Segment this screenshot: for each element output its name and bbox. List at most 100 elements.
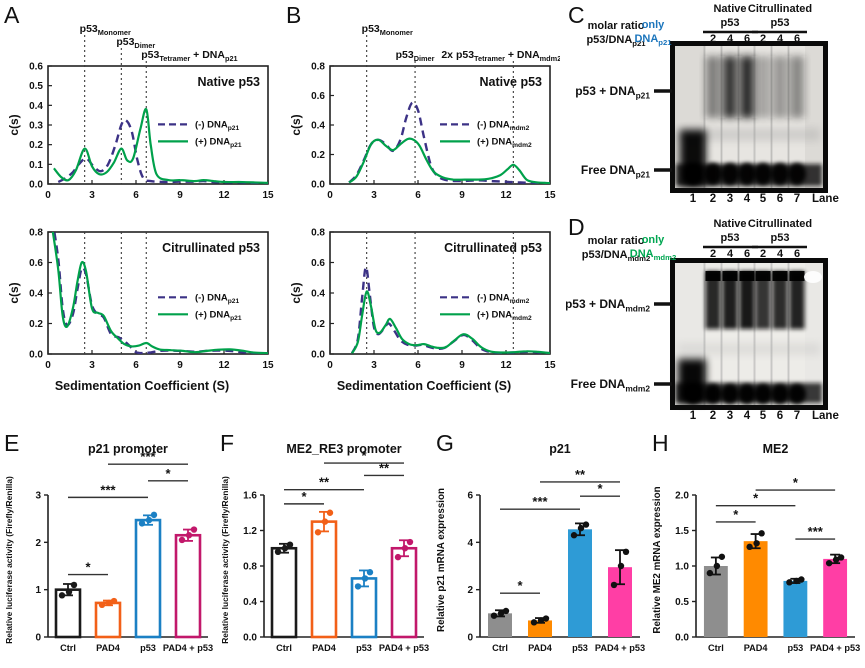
svg-text:0.6: 0.6: [29, 62, 43, 73]
svg-text:6: 6: [794, 33, 800, 45]
panel-label-E: E: [4, 430, 20, 456]
svg-text:4: 4: [777, 33, 784, 45]
svg-text:4: 4: [467, 538, 473, 549]
svg-text:PAD4: PAD4: [744, 643, 769, 653]
svg-text:Native: Native: [713, 3, 746, 15]
svg-text:Relative luciferase activity (: Relative luciferase activity (Firefly/Re…: [220, 476, 230, 644]
svg-text:6: 6: [794, 248, 800, 260]
svg-text:0.6: 0.6: [311, 91, 325, 102]
svg-text:0.2: 0.2: [311, 150, 325, 161]
svg-text:0.0: 0.0: [311, 180, 325, 191]
svg-text:p53: p53: [787, 643, 803, 653]
svg-text:***: ***: [100, 482, 116, 497]
svg-text:0.1: 0.1: [29, 160, 43, 171]
svg-text:*: *: [517, 578, 523, 593]
svg-text:ME2_RE3 promoter: ME2_RE3 promoter: [286, 442, 401, 456]
svg-text:only: only: [642, 234, 665, 246]
gel-emsa-mdm2: molar ratio p53/DNAmdm2 only DNAmdm2 Native p…: [565, 218, 839, 422]
svg-text:6: 6: [133, 190, 139, 201]
svg-text:0.5: 0.5: [29, 81, 43, 92]
panel-F: F ME2_RE3 promoter 0.0 0.4 0.8 1.2 1.6 Ctrl PAD…: [218, 430, 432, 665]
svg-text:3: 3: [727, 193, 733, 205]
svg-text:Ctrl: Ctrl: [276, 643, 292, 653]
svg-text:6: 6: [415, 360, 421, 371]
svg-text:4: 4: [744, 193, 751, 205]
svg-text:2: 2: [710, 33, 716, 45]
svg-text:0.8: 0.8: [311, 62, 325, 73]
svg-text:3: 3: [89, 360, 95, 371]
svg-text:12: 12: [218, 360, 230, 371]
svg-text:0.2: 0.2: [29, 140, 43, 151]
svg-text:12: 12: [500, 360, 512, 371]
svg-text:3: 3: [89, 190, 95, 201]
svg-text:Free DNAp21: Free DNAp21: [581, 163, 650, 179]
svg-text:Free DNAmdm2: Free DNAmdm2: [571, 377, 651, 393]
svg-text:(+) DNAp21: (+) DNAp21: [195, 309, 242, 322]
svg-text:p53: p53: [771, 232, 790, 244]
gel-emsa-p21: molar ratio p53/DNAp21 only DNAp21 Native p53…: [575, 3, 839, 205]
svg-text:p53: p53: [572, 643, 588, 653]
svg-text:p53/DNAp21: p53/DNAp21: [586, 34, 646, 48]
svg-text:5: 5: [760, 193, 767, 205]
svg-text:**: **: [575, 467, 586, 482]
panel-D: D molar ratio p53/DNAmdm2 only DNAmdm2 Nativ…: [565, 214, 865, 437]
svg-text:9: 9: [177, 190, 183, 201]
svg-text:1: 1: [35, 585, 41, 596]
sed-chart-citrullinated-p21: 0 3 6 9 12 15 0.0 0.2 0.4 0.6 0.8 Citrullinated p53…: [7, 228, 274, 372]
svg-text:PAD4: PAD4: [312, 643, 337, 653]
svg-text:**: **: [379, 460, 390, 475]
svg-text:2.0: 2.0: [675, 491, 689, 502]
svg-text:0.4: 0.4: [29, 289, 43, 300]
svg-text:PAD4 + p53: PAD4 + p53: [810, 643, 860, 653]
svg-text:1.0: 1.0: [675, 562, 689, 573]
svg-text:0.3: 0.3: [29, 121, 43, 132]
svg-text:(+) DNAmdm2: (+) DNAmdm2: [477, 309, 532, 322]
svg-text:4: 4: [727, 33, 734, 45]
svg-text:only: only: [642, 19, 665, 31]
svg-text:Native p53: Native p53: [197, 75, 260, 89]
svg-text:0.4: 0.4: [243, 597, 257, 608]
svg-text:c(s): c(s): [7, 282, 21, 303]
x-axis-title-B: Sedimentation Coefficient (S): [336, 379, 512, 393]
svg-text:p53: p53: [721, 232, 740, 244]
svg-text:Native p53: Native p53: [479, 75, 542, 89]
svg-text:0.0: 0.0: [311, 350, 325, 361]
svg-text:7: 7: [794, 193, 800, 205]
svg-text:2x p53Tetramer + DNAmdm2: 2x p53Tetramer + DNAmdm2: [441, 49, 560, 63]
svg-text:DNAp21: DNAp21: [634, 33, 672, 47]
svg-text:*: *: [793, 475, 799, 490]
svg-text:0.0: 0.0: [243, 633, 257, 644]
svg-text:2: 2: [467, 585, 473, 596]
svg-text:5: 5: [760, 410, 767, 422]
svg-text:(+) DNAp21: (+) DNAp21: [195, 136, 242, 149]
panel-label-C: C: [568, 2, 585, 28]
svg-text:0.4: 0.4: [311, 121, 325, 132]
svg-text:p53: p53: [140, 643, 156, 653]
svg-text:15: 15: [544, 190, 556, 201]
svg-text:15: 15: [262, 190, 274, 201]
svg-text:PAD4: PAD4: [96, 643, 121, 653]
svg-text:0: 0: [45, 360, 51, 371]
svg-text:1.2: 1.2: [243, 526, 257, 537]
panel-B: B 0 3 6 9 12 15 0.0 0.2 0.4 0.6 0.8 p53Monomer p53Di…: [284, 2, 566, 393]
svg-text:(-) DNAp21: (-) DNAp21: [195, 119, 239, 132]
sed-chart-native-p21: 0 3 6 9 12 150.00.10.20.30.40.50.6p53Monomerp…: [7, 23, 274, 201]
svg-text:6: 6: [777, 193, 783, 205]
svg-text:(-) DNAmdm2: (-) DNAmdm2: [477, 292, 530, 305]
svg-text:Citrullinated: Citrullinated: [748, 3, 812, 15]
svg-text:0.5: 0.5: [675, 597, 689, 608]
svg-text:(-) DNAmdm2: (-) DNAmdm2: [477, 119, 530, 132]
svg-text:2: 2: [710, 410, 716, 422]
svg-text:molar ratio: molar ratio: [588, 235, 645, 247]
svg-text:0.0: 0.0: [29, 180, 43, 191]
svg-text:PAD4 + p53: PAD4 + p53: [379, 643, 429, 653]
svg-text:7: 7: [794, 410, 800, 422]
svg-text:*: *: [733, 507, 739, 522]
svg-text:molar ratio: molar ratio: [588, 20, 645, 32]
svg-text:PAD4 + p53: PAD4 + p53: [595, 643, 645, 653]
svg-text:p53Dimer: p53Dimer: [396, 49, 435, 63]
svg-text:*: *: [301, 489, 307, 504]
bar-chart-me2-re3-promoter: ME2_RE3 promoter 0.0 0.4 0.8 1.2 1.6 Ctrl PAD4 p…: [220, 442, 429, 653]
svg-text:2: 2: [760, 248, 766, 260]
